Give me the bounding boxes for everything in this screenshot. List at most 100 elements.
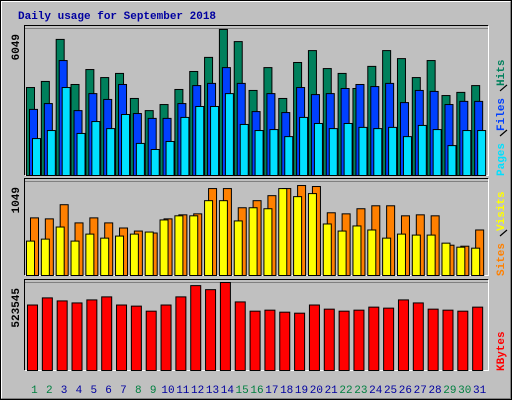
x-tick-label: 13 [206,385,219,397]
legend-entry: Sites [496,243,508,276]
x-tick-label: 22 [339,385,352,397]
bar [337,230,347,277]
x-tick-label: 28 [428,385,441,397]
panel-bevel-dark [24,25,489,176]
bar [264,309,276,372]
legend-entry: Visits [496,191,508,231]
bar [411,234,421,276]
x-tick-label: 8 [135,385,142,397]
x-tick-label: 18 [280,385,293,397]
bar [477,130,487,177]
x-tick-label: 23 [354,385,367,397]
bar [205,289,217,372]
bar [249,310,261,372]
bar [373,128,383,177]
x-tick-label: 4 [76,385,83,397]
x-tick-label: 12 [191,385,204,397]
bar [195,105,205,176]
y-tick-label: 1049 [11,187,23,213]
bar [284,136,294,176]
x-tick-label: 7 [120,385,127,397]
bar [343,122,353,177]
x-tick-label: 2 [46,385,53,397]
bar [91,121,101,177]
bar [218,200,228,276]
x-tick-label: 26 [399,385,412,397]
bar [224,93,234,176]
bar [432,129,442,177]
bar [135,142,145,176]
bar [160,304,172,371]
bar [55,226,65,277]
bar [382,237,392,276]
bar [121,114,131,177]
x-tick-label: 30 [458,385,471,397]
legend-separator [499,84,508,92]
bar [219,282,231,371]
x-tick-label: 19 [295,385,308,397]
x-tick-label: 15 [236,385,249,397]
bar [368,306,380,371]
y-tick-label: 523545 [11,288,23,328]
bar [323,308,335,371]
bar [358,126,368,176]
bar [239,123,249,177]
bar [204,200,214,276]
x-tick-label: 29 [443,385,456,397]
bar [180,116,190,176]
bar [210,105,220,176]
bar [263,208,273,276]
bar [234,301,246,371]
x-tick-label: 9 [150,385,157,397]
x-tick-label: 16 [250,385,263,397]
bar [299,116,309,176]
bar [27,304,38,371]
bar [106,128,116,177]
x-tick-label: 14 [221,385,235,397]
bar [144,231,154,277]
bar [426,234,436,276]
bar [402,136,412,176]
bar [417,124,427,177]
bar [412,302,424,371]
bar [462,130,472,177]
legend-separator [499,129,508,137]
legend-entry: Pages [496,143,508,176]
x-tick-label: 31 [473,385,487,397]
bar [269,129,279,177]
x-tick-label: 3 [61,385,68,397]
bar [447,145,457,177]
x-tick-label: 17 [265,385,278,397]
bar [174,215,184,277]
bar [441,242,451,276]
bar [367,229,377,276]
bar [71,302,83,371]
bar [26,240,35,277]
x-tick-label: 1 [31,385,38,397]
x-tick-label: 5 [90,385,97,397]
bar [388,126,398,176]
panel-bevel-dark [24,178,489,276]
bar [76,132,86,177]
bar [85,233,95,276]
bar [40,238,50,276]
bar [115,235,125,277]
bar [353,309,365,372]
bar [456,246,466,276]
bar [101,296,113,371]
bar [322,223,332,276]
bar [328,128,338,177]
x-tick-label: 24 [369,385,383,397]
bar [129,233,139,276]
chart-title: Daily usage for September 2018 [18,11,216,23]
bar [397,299,409,372]
legend-separator [499,229,508,237]
bar [165,140,175,176]
bar [457,310,469,372]
x-tick-label: 6 [105,385,112,397]
bar [32,138,41,176]
bar [175,296,187,371]
